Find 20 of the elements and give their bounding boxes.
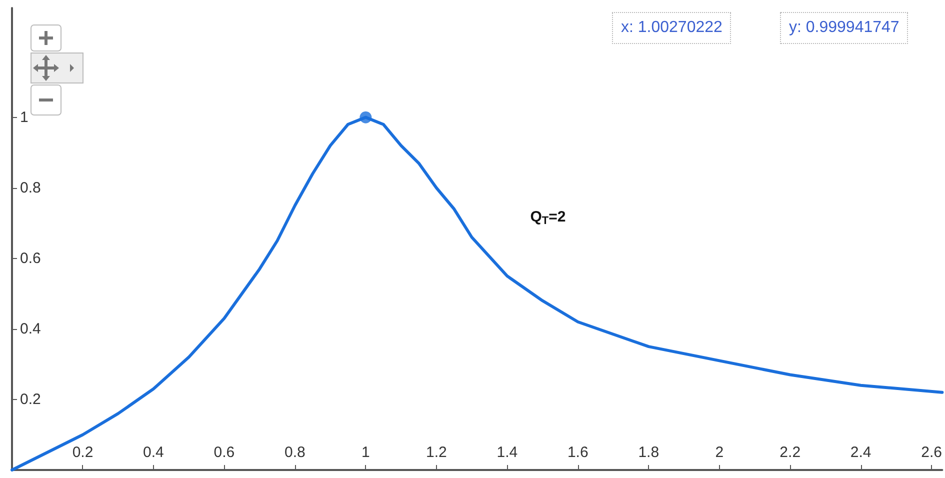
x-tick-label: 1.4 (496, 444, 518, 461)
x-tick-label: 1.6 (567, 444, 588, 461)
y-tick-label: 0.8 (20, 179, 41, 196)
annotation: y: 0.999941747 (780, 12, 908, 44)
x-tick-label: 1 (362, 444, 370, 461)
y-tick-label: 0.6 (20, 250, 41, 267)
x-tick-label: 1.8 (638, 444, 660, 461)
x-tick-label: 2 (715, 444, 724, 461)
y-tick-label: 0.4 (20, 320, 41, 338)
x-tick-label: 1.2 (426, 444, 447, 461)
x-tick-label: 2.4 (850, 444, 872, 461)
annotation: x: 1.00270222 (612, 12, 732, 44)
x-tick-label: 0.6 (214, 444, 235, 461)
y-tick-label: 0.2 (20, 390, 41, 408)
x-tick-label: 2.2 (780, 444, 801, 461)
x-tick-label: 0.2 (72, 444, 94, 461)
x-tick-label: 0.4 (143, 444, 164, 461)
x-tick-label: 2.6 (921, 444, 942, 461)
y-tick-label: 1 (20, 108, 28, 126)
x-tick-label: 0.8 (284, 444, 306, 461)
